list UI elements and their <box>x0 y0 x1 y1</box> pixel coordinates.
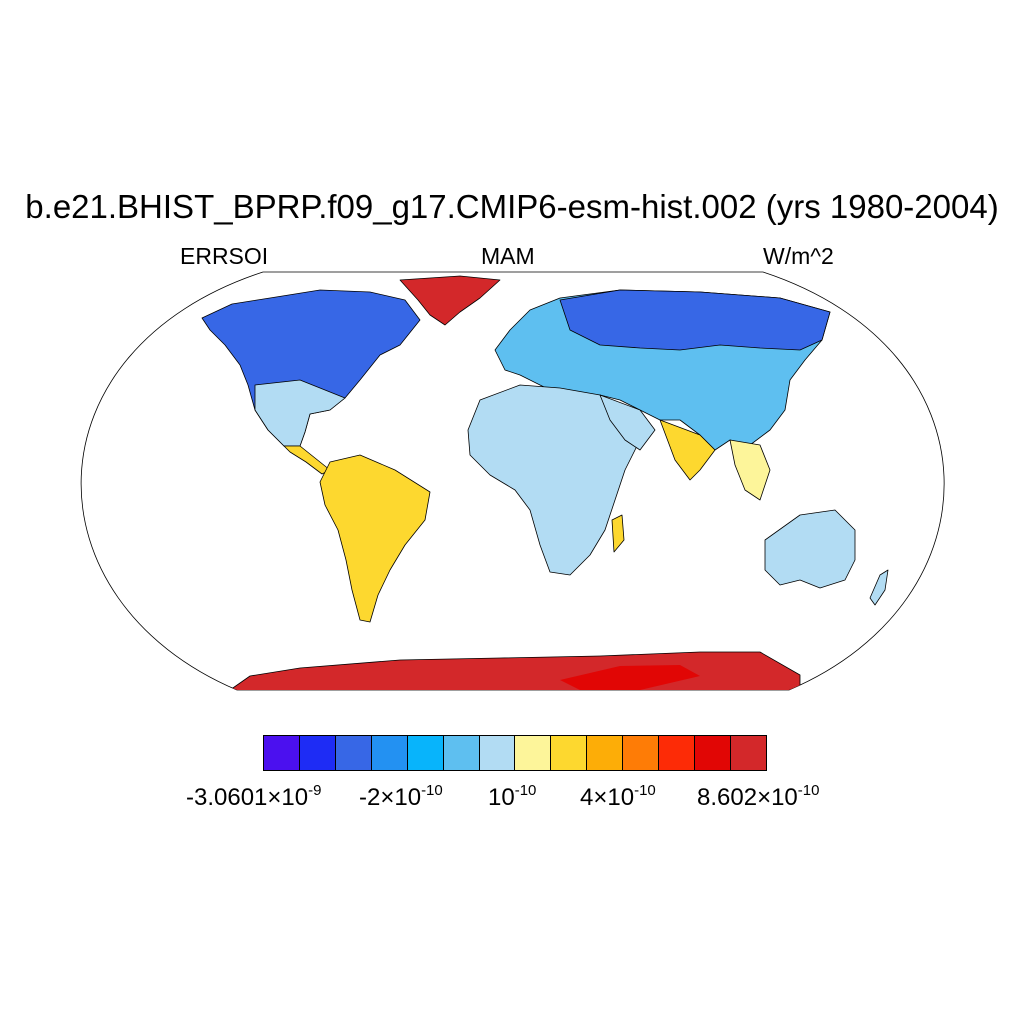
antarctica <box>229 651 801 690</box>
south-america <box>319 454 431 623</box>
colorbar-label-4: 4×10-10 <box>580 782 656 811</box>
colorbar-swatch-8 <box>515 736 552 770</box>
units-label: W/m^2 <box>763 243 834 269</box>
colorbar-swatch-6 <box>443 736 480 770</box>
colorbar-label-min: -3.0601×10-9 <box>186 782 322 811</box>
colorbar-swatch-7 <box>479 736 516 770</box>
colorbar-swatch-1 <box>264 736 300 770</box>
plot-title: b.e21.BHIST_BPRP.f09_g17.CMIP6-esm-hist.… <box>25 188 999 225</box>
new-zealand <box>869 569 889 606</box>
colorbar-swatch-10 <box>587 736 624 770</box>
australia <box>764 509 856 589</box>
variable-label: ERRSOI <box>180 243 269 269</box>
colorbar-swatch-2 <box>299 736 336 770</box>
arabia <box>599 394 656 451</box>
colorbar-swatch-4 <box>371 736 408 770</box>
colorbar-swatch-3 <box>335 736 372 770</box>
colorbar-label-3: 10-10 <box>488 782 537 811</box>
colorbar-label-2: -2×10-10 <box>359 782 443 811</box>
colorbar-swatch-12 <box>659 736 696 770</box>
madagascar <box>611 514 625 553</box>
season-label: MAM <box>481 243 535 269</box>
south-asia <box>659 419 716 481</box>
siberia <box>559 289 831 351</box>
colorbar-label-max: 8.602×10-10 <box>697 782 820 811</box>
colorbar-swatch-14 <box>730 736 766 770</box>
colorbar-swatch-9 <box>551 736 588 770</box>
antarctica-core <box>560 665 700 690</box>
north-america-south <box>254 379 346 447</box>
southeast-asia <box>729 439 771 501</box>
colorbar-swatch-13 <box>695 736 731 770</box>
colorbar-swatch-11 <box>623 736 660 770</box>
greenland <box>399 275 501 326</box>
colorbar-swatch-5 <box>407 736 444 770</box>
colorbar <box>263 735 767 771</box>
